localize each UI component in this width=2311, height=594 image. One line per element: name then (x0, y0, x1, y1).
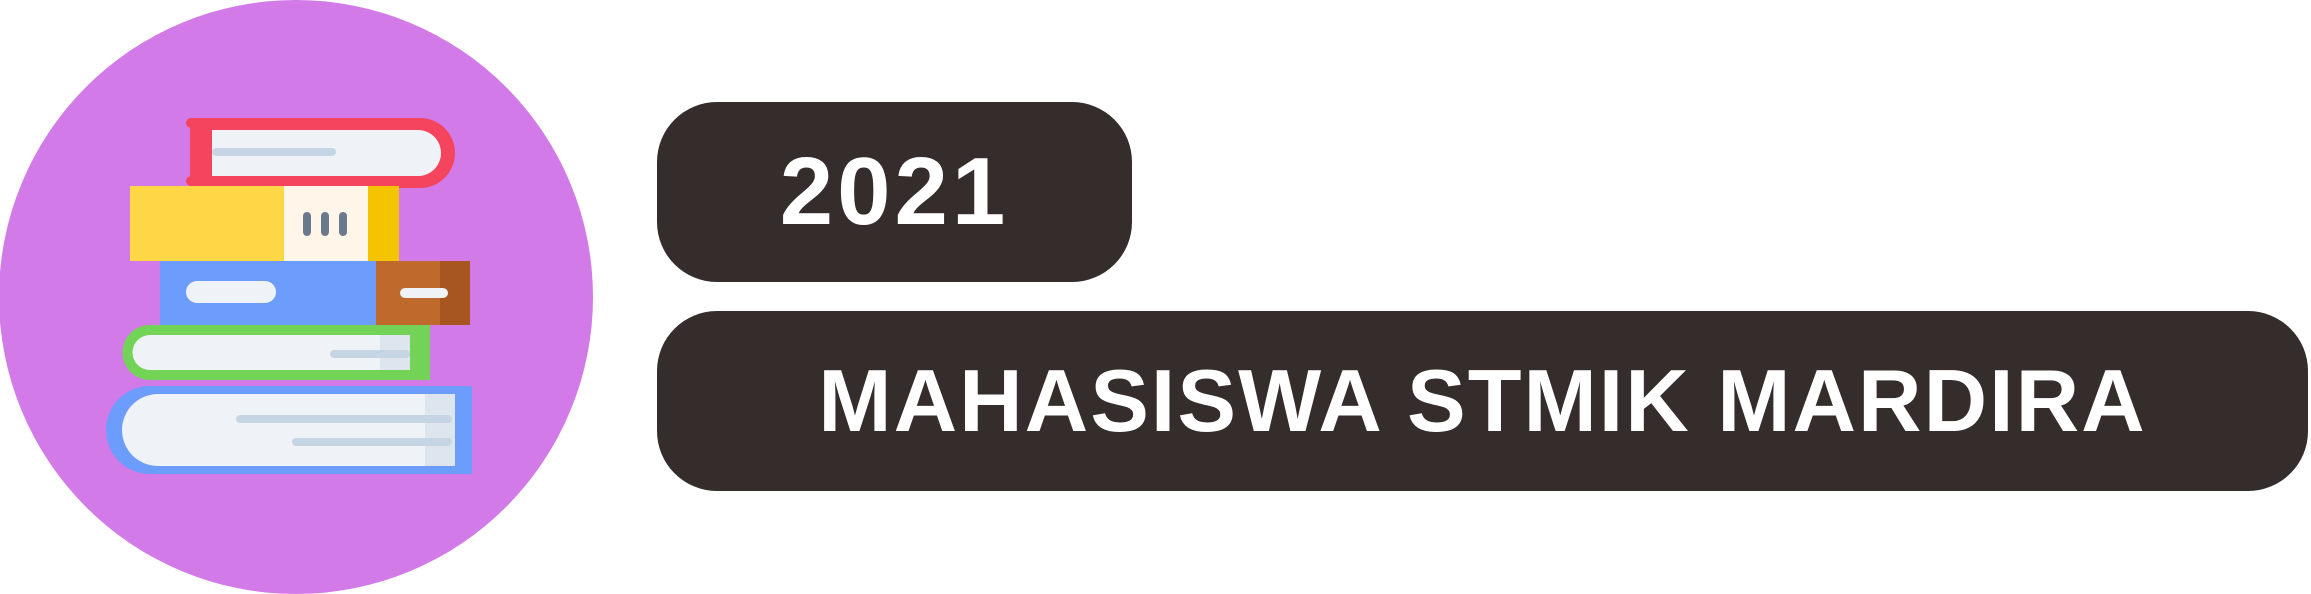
books-stack-icon (0, 0, 593, 594)
year-badge: 2021 (657, 102, 1132, 282)
book-yellow (130, 186, 399, 261)
book-red (186, 118, 455, 188)
book-green (122, 325, 430, 380)
title-badge: MAHASISWA STMIK MARDIRA (657, 311, 2308, 491)
book-blue (160, 261, 470, 325)
book-bottom (106, 386, 472, 474)
